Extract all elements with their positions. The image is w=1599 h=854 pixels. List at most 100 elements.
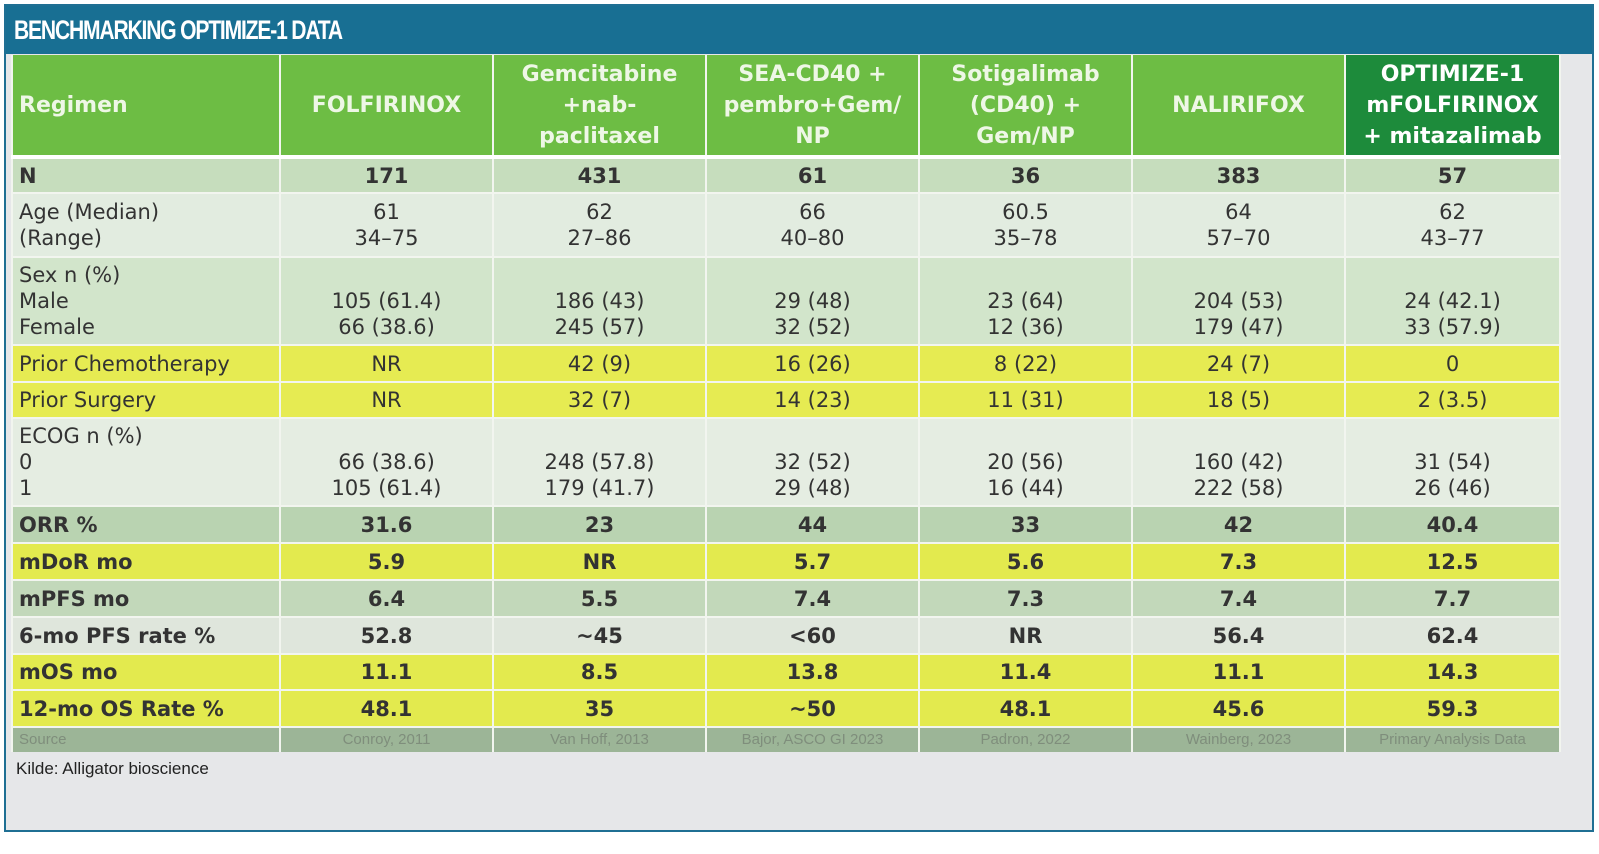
source-caption: Kilde: Alligator bioscience xyxy=(16,759,209,778)
table-cell: 13.8 xyxy=(705,654,920,690)
table-cell: 431 xyxy=(492,157,707,193)
table-cell: ~45 xyxy=(492,617,707,654)
table-cell: 0 xyxy=(1344,345,1561,382)
table-cell: 7.4 xyxy=(1131,580,1346,617)
column-header: FOLFIRINOX xyxy=(279,55,494,159)
row-label: N xyxy=(11,157,281,193)
row-label: 12-mo OS Rate % xyxy=(11,690,281,727)
table-cell: 62 27–86 xyxy=(492,193,707,257)
table-cell: 5.9 xyxy=(279,543,494,580)
source-cell: Wainberg, 2023 xyxy=(1131,727,1346,752)
table-row: N 171 431 61 36 383 57 xyxy=(11,157,1561,193)
column-header: Regimen xyxy=(11,55,281,159)
table-cell: 23 xyxy=(492,506,707,543)
row-label: ORR % xyxy=(11,506,281,543)
table-cell: 61 xyxy=(705,157,920,193)
source-cell: Primary Analysis Data xyxy=(1344,727,1561,752)
table-cell: 42 (9) xyxy=(492,345,707,382)
table-cell: 8 (22) xyxy=(918,345,1133,382)
table-cell: NR xyxy=(918,617,1133,654)
table-cell: NR xyxy=(279,345,494,382)
table-cell: 32 (7) xyxy=(492,382,707,418)
table-cell: 8.5 xyxy=(492,654,707,690)
row-label: Sex n (%) Male Female xyxy=(11,257,281,345)
table-cell: 31 (54) 26 (46) xyxy=(1344,418,1561,506)
source-cell: Conroy, 2011 xyxy=(279,727,494,752)
table-cell: 5.6 xyxy=(918,543,1133,580)
row-label: ECOG n (%) 0 1 xyxy=(11,418,281,506)
table-row: mOS mo 11.1 8.5 13.8 11.4 11.1 14.3 xyxy=(11,654,1561,690)
source-cell: Padron, 2022 xyxy=(918,727,1133,752)
source-row: Source Conroy, 2011 Van Hoff, 2013 Bajor, A… xyxy=(11,727,1561,752)
table-cell: 64 57–70 xyxy=(1131,193,1346,257)
table-cell: 7.3 xyxy=(1131,543,1346,580)
table-cell: 59.3 xyxy=(1344,690,1561,727)
table-cell: 5.5 xyxy=(492,580,707,617)
table-cell: 248 (57.8) 179 (41.7) xyxy=(492,418,707,506)
table-row: Age (Median) (Range) 61 34–75 62 27–86 66 4… xyxy=(11,193,1561,257)
table-cell: 62.4 xyxy=(1344,617,1561,654)
table-cell: 12.5 xyxy=(1344,543,1561,580)
table-row: Sex n (%) Male Female 105 (61.4) 66 (38.… xyxy=(11,257,1561,345)
table-cell: 5.7 xyxy=(705,543,920,580)
table-cell: 24 (42.1) 33 (57.9) xyxy=(1344,257,1561,345)
table-cell: 105 (61.4) 66 (38.6) xyxy=(279,257,494,345)
table-cell: 14 (23) xyxy=(705,382,920,418)
table-cell: 18 (5) xyxy=(1131,382,1346,418)
table-cell: 48.1 xyxy=(918,690,1133,727)
table-cell: 24 (7) xyxy=(1131,345,1346,382)
table-cell: NR xyxy=(492,543,707,580)
table-row: 6-mo PFS rate % 52.8 ~45 <60 NR 56.4 62.4 xyxy=(11,617,1561,654)
table-cell: 171 xyxy=(279,157,494,193)
table-row: Prior Surgery NR 32 (7) 14 (23) 11 (31) 18 (5… xyxy=(11,382,1561,418)
column-header: Sotigalimab (CD40) + Gem/NP xyxy=(918,55,1133,159)
table-cell: 57 xyxy=(1344,157,1561,193)
table-cell: 204 (53) 179 (47) xyxy=(1131,257,1346,345)
title-text: BENCHMARKING OPTIMIZE-1 DATA xyxy=(14,15,343,45)
infographic-title: BENCHMARKING OPTIMIZE-1 DATA xyxy=(6,6,1592,54)
table-cell: 11.1 xyxy=(279,654,494,690)
column-header: NALIRIFOX xyxy=(1131,55,1346,159)
table-cell: 2 (3.5) xyxy=(1344,382,1561,418)
source-cell: Van Hoff, 2013 xyxy=(492,727,707,752)
table-cell: 29 (48) 32 (52) xyxy=(705,257,920,345)
table-cell: 14.3 xyxy=(1344,654,1561,690)
row-label: mPFS mo xyxy=(11,580,281,617)
table-cell: 56.4 xyxy=(1131,617,1346,654)
table-cell: 45.6 xyxy=(1131,690,1346,727)
row-label: 6-mo PFS rate % xyxy=(11,617,281,654)
table-cell: 33 xyxy=(918,506,1133,543)
row-label: Prior Surgery xyxy=(11,382,281,418)
table-cell: 23 (64) 12 (36) xyxy=(918,257,1133,345)
table-cell: 20 (56) 16 (44) xyxy=(918,418,1133,506)
table-cell: 66 (38.6) 105 (61.4) xyxy=(279,418,494,506)
source-cell: Source xyxy=(11,727,281,752)
table-cell: 32 (52) 29 (48) xyxy=(705,418,920,506)
table-row: mDoR mo 5.9 NR 5.7 5.6 7.3 12.5 xyxy=(11,543,1561,580)
column-header: Gemcitabine +nab- paclitaxel xyxy=(492,55,707,159)
benchmark-table: Regimen FOLFIRINOX Gemcitabine +nab- pacli… xyxy=(11,55,1561,752)
table-cell: <60 xyxy=(705,617,920,654)
table-cell: 52.8 xyxy=(279,617,494,654)
row-label: Prior Chemotherapy xyxy=(11,345,281,382)
table-cell: 6.4 xyxy=(279,580,494,617)
table-cell: 160 (42) 222 (58) xyxy=(1131,418,1346,506)
table-cell: 66 40–80 xyxy=(705,193,920,257)
row-label: Age (Median) (Range) xyxy=(11,193,281,257)
table-cell: 62 43–77 xyxy=(1344,193,1561,257)
table-row: Prior Chemotherapy NR 42 (9) 16 (26) 8 (22) 2… xyxy=(11,345,1561,382)
table-row: ECOG n (%) 0 1 66 (38.6) 105 (61.4) 248 … xyxy=(11,418,1561,506)
table-cell: 44 xyxy=(705,506,920,543)
table-cell: 16 (26) xyxy=(705,345,920,382)
table-cell: 31.6 xyxy=(279,506,494,543)
table-cell: 7.4 xyxy=(705,580,920,617)
table-cell: 42 xyxy=(1131,506,1346,543)
table-cell: ~50 xyxy=(705,690,920,727)
table-row: mPFS mo 6.4 5.5 7.4 7.3 7.4 7.7 xyxy=(11,580,1561,617)
table-cell: 7.3 xyxy=(918,580,1133,617)
header-row: Regimen FOLFIRINOX Gemcitabine +nab- pacli… xyxy=(11,55,1561,159)
source-cell: Bajor, ASCO GI 2023 xyxy=(705,727,920,752)
column-header: SEA-CD40 + pembro+Gem/ NP xyxy=(705,55,920,159)
table-cell: 7.7 xyxy=(1344,580,1561,617)
table-cell: 60.5 35–78 xyxy=(918,193,1133,257)
